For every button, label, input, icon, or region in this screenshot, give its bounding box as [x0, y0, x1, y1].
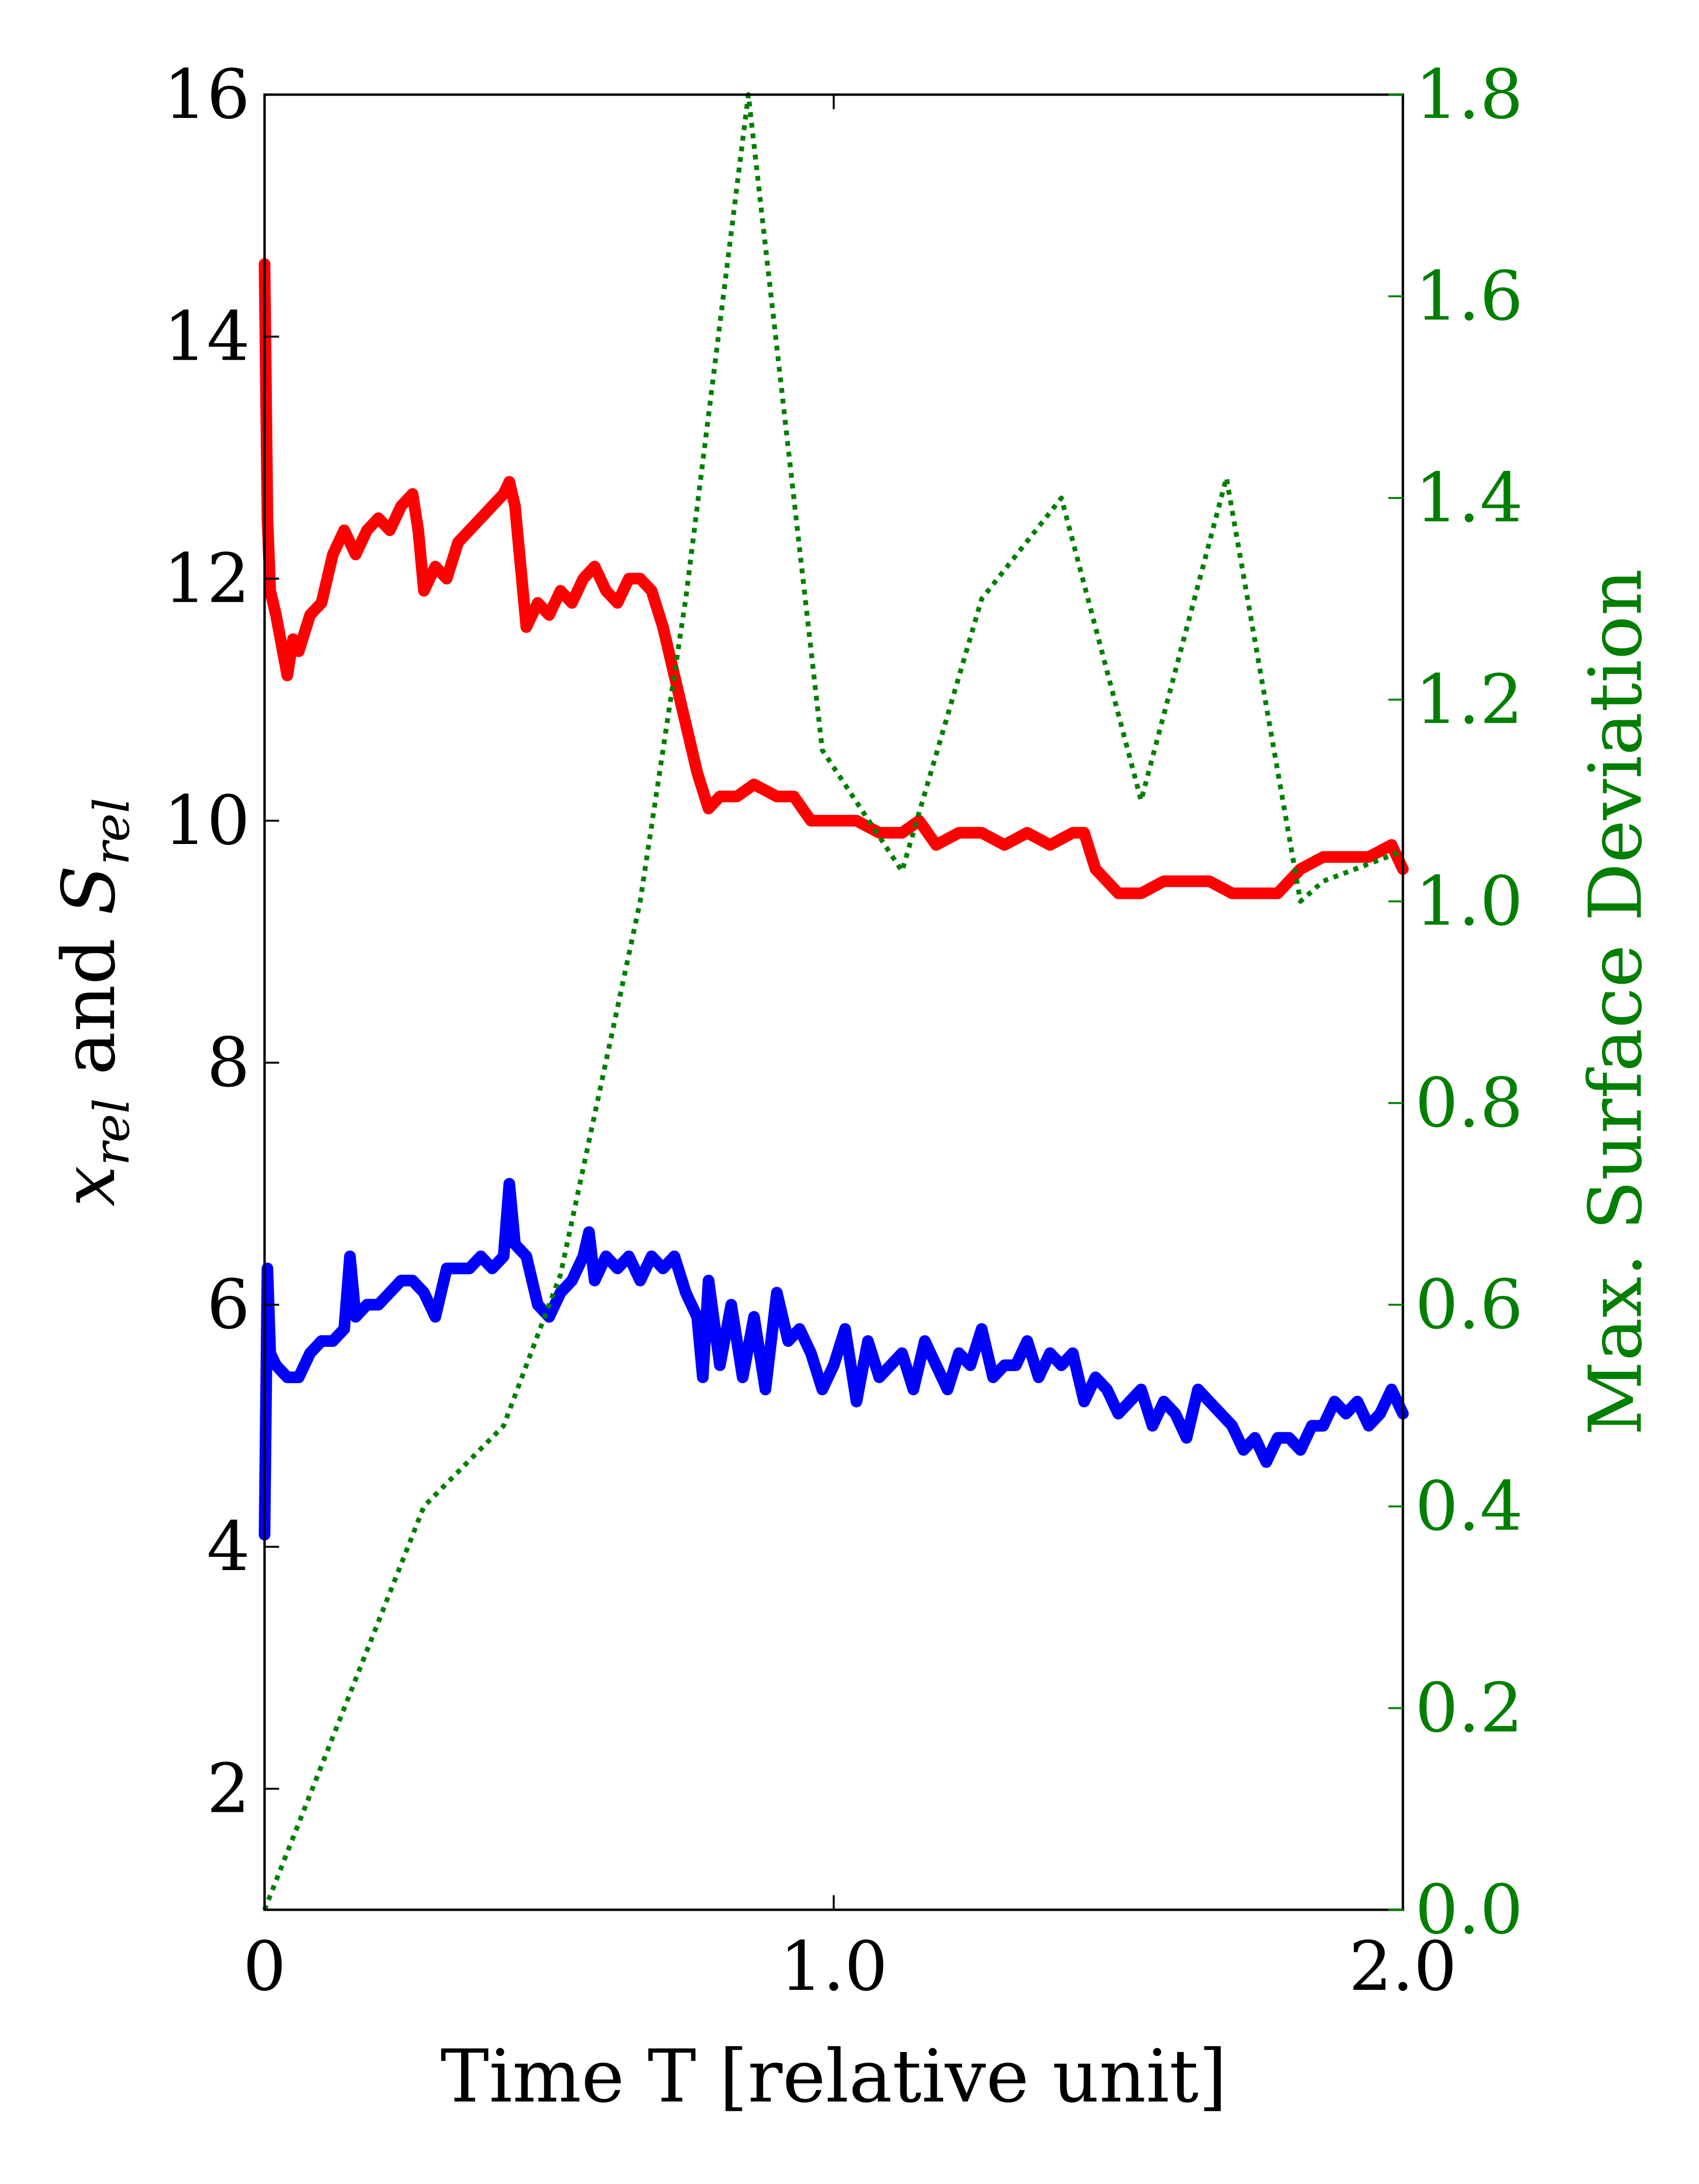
series-line-2: [259, 1178, 1409, 1541]
y-label-sub2: rel: [83, 798, 140, 865]
y-right-tick-label: 1.2: [1415, 661, 1523, 740]
y-label-base1: x: [47, 1166, 132, 1207]
y-right-tick-label: 0.8: [1415, 1064, 1523, 1143]
y-left-tick-label: 8: [207, 1024, 250, 1103]
y-left-tick-label: 10: [164, 781, 250, 860]
y-right-tick-label: 0.4: [1415, 1467, 1523, 1546]
y-right-tick-label: 0.2: [1415, 1669, 1523, 1748]
y-left-tick-label: 16: [164, 55, 250, 134]
y-left-tick-label: 6: [207, 1265, 250, 1344]
y-right-tick-label: 1.8: [1415, 55, 1523, 134]
y-left-tick-label: 2: [207, 1750, 250, 1829]
series-line-1: [259, 258, 1409, 899]
y-right-tick-label: 1.0: [1415, 862, 1523, 941]
y-right-tick-label: 0.6: [1415, 1265, 1523, 1344]
y-axis-label-right: Max. Surface Deviation: [1574, 569, 1658, 1436]
y-left-tick-label: 14: [164, 298, 250, 377]
y-label-sub1: rel: [83, 1098, 140, 1166]
x-tick-label: 1.0: [780, 1927, 888, 2006]
y-axis-label-left: xrel and Srel: [47, 798, 140, 1207]
x-tick-label: 2.0: [1349, 1927, 1457, 2006]
plot-frame: [263, 93, 1404, 1911]
ticks-layer: 0 1.0 2.0 2 4 6 8 10 12 14 16 0.0 0.2 0.4 0.6 0.8 1.0 1.2…: [164, 55, 1523, 2006]
y-label-mid: and: [47, 915, 132, 1098]
y-right-tick-label: 1.4: [1415, 459, 1523, 538]
y-left-tick-label: 12: [164, 539, 250, 618]
x-tick-label: 0: [243, 1927, 286, 2006]
y-right-tick-label: 0.0: [1415, 1870, 1523, 1950]
y-right-tick-label: 1.6: [1415, 257, 1523, 336]
y-label-base2: S: [47, 865, 132, 915]
series-layer: [259, 92, 1409, 1911]
series-line-3: [262, 92, 1404, 1911]
x-axis-label: Time T [relative unit]: [440, 2035, 1227, 2119]
y-left-tick-label: 4: [207, 1507, 250, 1587]
